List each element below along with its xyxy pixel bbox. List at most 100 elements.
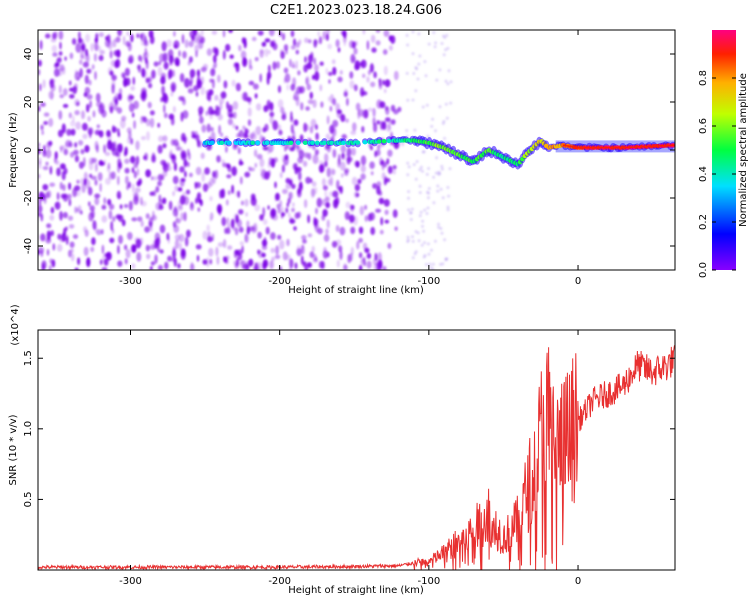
noise-dot xyxy=(425,103,429,107)
noise-blob xyxy=(65,226,68,231)
noise-blob xyxy=(85,33,91,43)
noise-blob xyxy=(332,148,337,158)
noise-blob xyxy=(254,162,258,168)
noise-blob xyxy=(245,212,249,217)
noise-dot xyxy=(426,242,430,246)
noise-blob xyxy=(104,151,111,156)
noise-blob xyxy=(385,106,390,115)
noise-blob xyxy=(101,244,105,254)
noise-blob xyxy=(350,246,354,256)
noise-blob xyxy=(168,152,174,160)
noise-blob xyxy=(344,168,350,174)
spectrogram-xtick-label: -300 xyxy=(119,276,142,287)
noise-blob xyxy=(361,126,365,133)
noise-blob xyxy=(99,182,102,193)
noise-blob xyxy=(305,106,310,111)
noise-blob xyxy=(324,145,328,151)
noise-blob xyxy=(183,211,187,222)
noise-blob xyxy=(79,59,83,65)
noise-blob xyxy=(196,192,202,201)
noise-dot xyxy=(411,30,415,34)
noise-blob xyxy=(210,68,216,77)
noise-blob xyxy=(191,131,195,136)
noise-blob xyxy=(144,69,148,80)
noise-blob xyxy=(237,147,241,155)
noise-blob xyxy=(356,240,360,250)
noise-blob xyxy=(322,250,329,258)
spectrogram-xtick-label: 0 xyxy=(575,276,581,287)
noise-blob xyxy=(38,174,41,179)
noise-blob xyxy=(233,249,238,259)
noise-blob xyxy=(259,73,263,83)
noise-blob xyxy=(226,217,230,225)
noise-blob xyxy=(290,116,294,123)
noise-blob xyxy=(300,102,304,111)
noise-blob xyxy=(219,189,223,199)
spectrogram-ytick-label: 20 xyxy=(23,96,34,109)
noise-dot xyxy=(411,256,415,260)
noise-blob xyxy=(281,212,286,217)
noise-blob xyxy=(378,190,383,196)
snr-xtick-label: -100 xyxy=(418,576,441,587)
noise-blob xyxy=(380,120,384,130)
noise-blob xyxy=(45,149,52,159)
noise-dot xyxy=(421,224,424,228)
noise-blob xyxy=(337,76,343,83)
snr-yscale-label: (x10^4) xyxy=(10,304,21,345)
noise-blob xyxy=(248,58,252,68)
noise-blob xyxy=(227,245,233,250)
noise-blob xyxy=(394,226,398,231)
noise-dot xyxy=(405,71,409,75)
noise-blob xyxy=(321,178,326,187)
noise-blob xyxy=(247,107,252,117)
noise-blob xyxy=(371,47,377,53)
noise-blob xyxy=(370,81,376,88)
noise-blob xyxy=(189,172,193,178)
noise-blob xyxy=(74,110,80,116)
noise-dot xyxy=(407,208,411,212)
noise-blob xyxy=(316,197,322,208)
noise-blob xyxy=(77,257,81,266)
noise-blob xyxy=(137,64,142,73)
snr-background xyxy=(38,330,675,570)
noise-blob xyxy=(56,167,61,177)
noise-blob xyxy=(206,257,210,268)
noise-blob xyxy=(307,99,314,105)
noise-blob xyxy=(283,44,289,51)
noise-blob xyxy=(141,72,145,78)
noise-blob xyxy=(287,212,291,218)
noise-blob xyxy=(372,258,379,266)
noise-blob xyxy=(125,40,131,47)
snr-xtick-label: -300 xyxy=(119,576,142,587)
snr-ytick-label: 0.5 xyxy=(23,491,34,507)
noise-blob xyxy=(51,45,58,53)
noise-blob xyxy=(227,164,232,173)
noise-blob xyxy=(140,200,147,207)
noise-blob xyxy=(184,77,190,88)
noise-dot xyxy=(444,48,448,52)
noise-blob xyxy=(328,191,333,197)
noise-blob xyxy=(370,171,374,176)
noise-blob xyxy=(239,176,243,185)
noise-blob xyxy=(331,240,338,248)
noise-blob xyxy=(244,233,247,243)
noise-blob xyxy=(243,37,247,47)
noise-blob xyxy=(202,259,208,265)
noise-blob xyxy=(159,53,165,63)
noise-blob xyxy=(313,218,319,226)
noise-blob xyxy=(210,127,214,132)
noise-blob xyxy=(60,146,63,153)
noise-blob xyxy=(263,105,269,113)
noise-blob xyxy=(384,79,391,88)
noise-blob xyxy=(153,61,159,67)
noise-blob xyxy=(140,57,143,63)
noise-blob xyxy=(150,226,153,232)
noise-blob xyxy=(117,158,122,167)
noise-blob xyxy=(349,71,354,79)
noise-blob xyxy=(370,34,376,43)
noise-blob xyxy=(270,247,276,254)
noise-blob xyxy=(76,179,80,184)
noise-blob xyxy=(360,155,367,166)
noise-dot xyxy=(433,45,437,49)
noise-blob xyxy=(244,58,247,65)
